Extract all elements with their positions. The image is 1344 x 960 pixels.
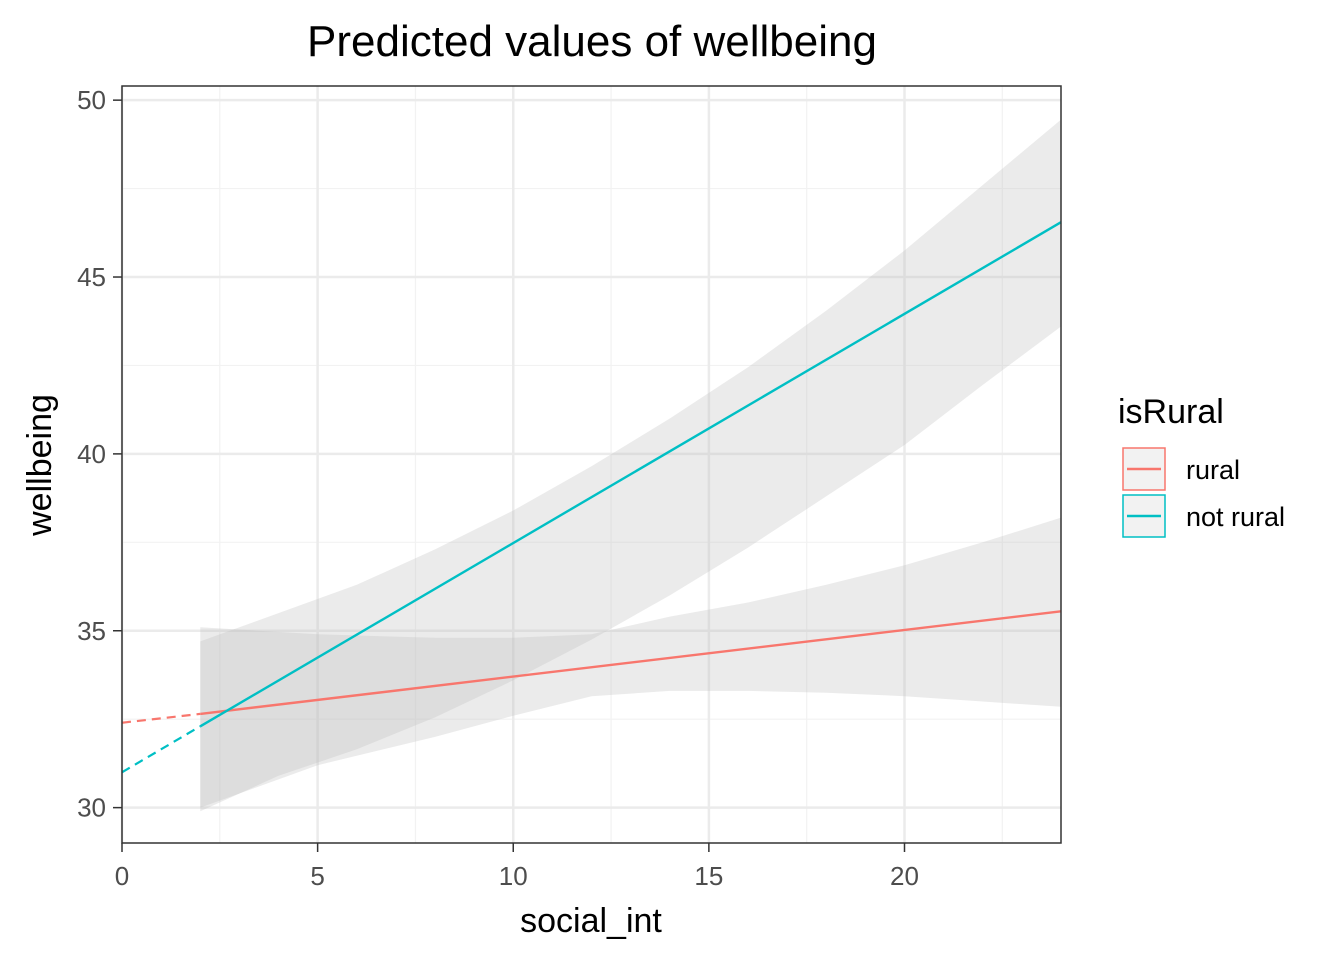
legend-title: isRural bbox=[1118, 393, 1224, 431]
x-tick-label: 0 bbox=[115, 861, 129, 891]
y-tick-label: 30 bbox=[77, 793, 106, 823]
legend: isRural rural not rural bbox=[1118, 393, 1285, 538]
y-tick-label: 40 bbox=[77, 439, 106, 469]
y-tick-label: 50 bbox=[77, 85, 106, 115]
x-tick-label: 10 bbox=[499, 861, 528, 891]
ci-ribbon-not-rural bbox=[200, 119, 1062, 812]
y-tick-label: 45 bbox=[77, 262, 106, 292]
panel-border bbox=[121, 85, 1062, 844]
y-axis: 30 35 40 45 50 bbox=[77, 85, 122, 823]
prediction-line-not-rural bbox=[199, 221, 1062, 728]
x-axis-title: social_int bbox=[520, 902, 662, 940]
extrapolation-line-rural bbox=[121, 712, 201, 724]
chart-title: Predicted values of wellbeing bbox=[307, 17, 877, 66]
x-tick-label: 5 bbox=[310, 861, 324, 891]
y-axis-title: wellbeing bbox=[21, 394, 59, 537]
legend-label-rural: rural bbox=[1186, 455, 1240, 485]
prediction-lines bbox=[121, 221, 1062, 774]
x-tick-label: 20 bbox=[890, 861, 919, 891]
x-tick-label: 15 bbox=[694, 861, 723, 891]
extrapolation-line-not-rural bbox=[121, 725, 201, 774]
x-axis: 0 5 10 15 20 bbox=[115, 843, 919, 891]
legend-label-not-rural: not rural bbox=[1186, 502, 1285, 532]
prediction-line-rural bbox=[200, 610, 1062, 716]
y-tick-label: 35 bbox=[77, 616, 106, 646]
